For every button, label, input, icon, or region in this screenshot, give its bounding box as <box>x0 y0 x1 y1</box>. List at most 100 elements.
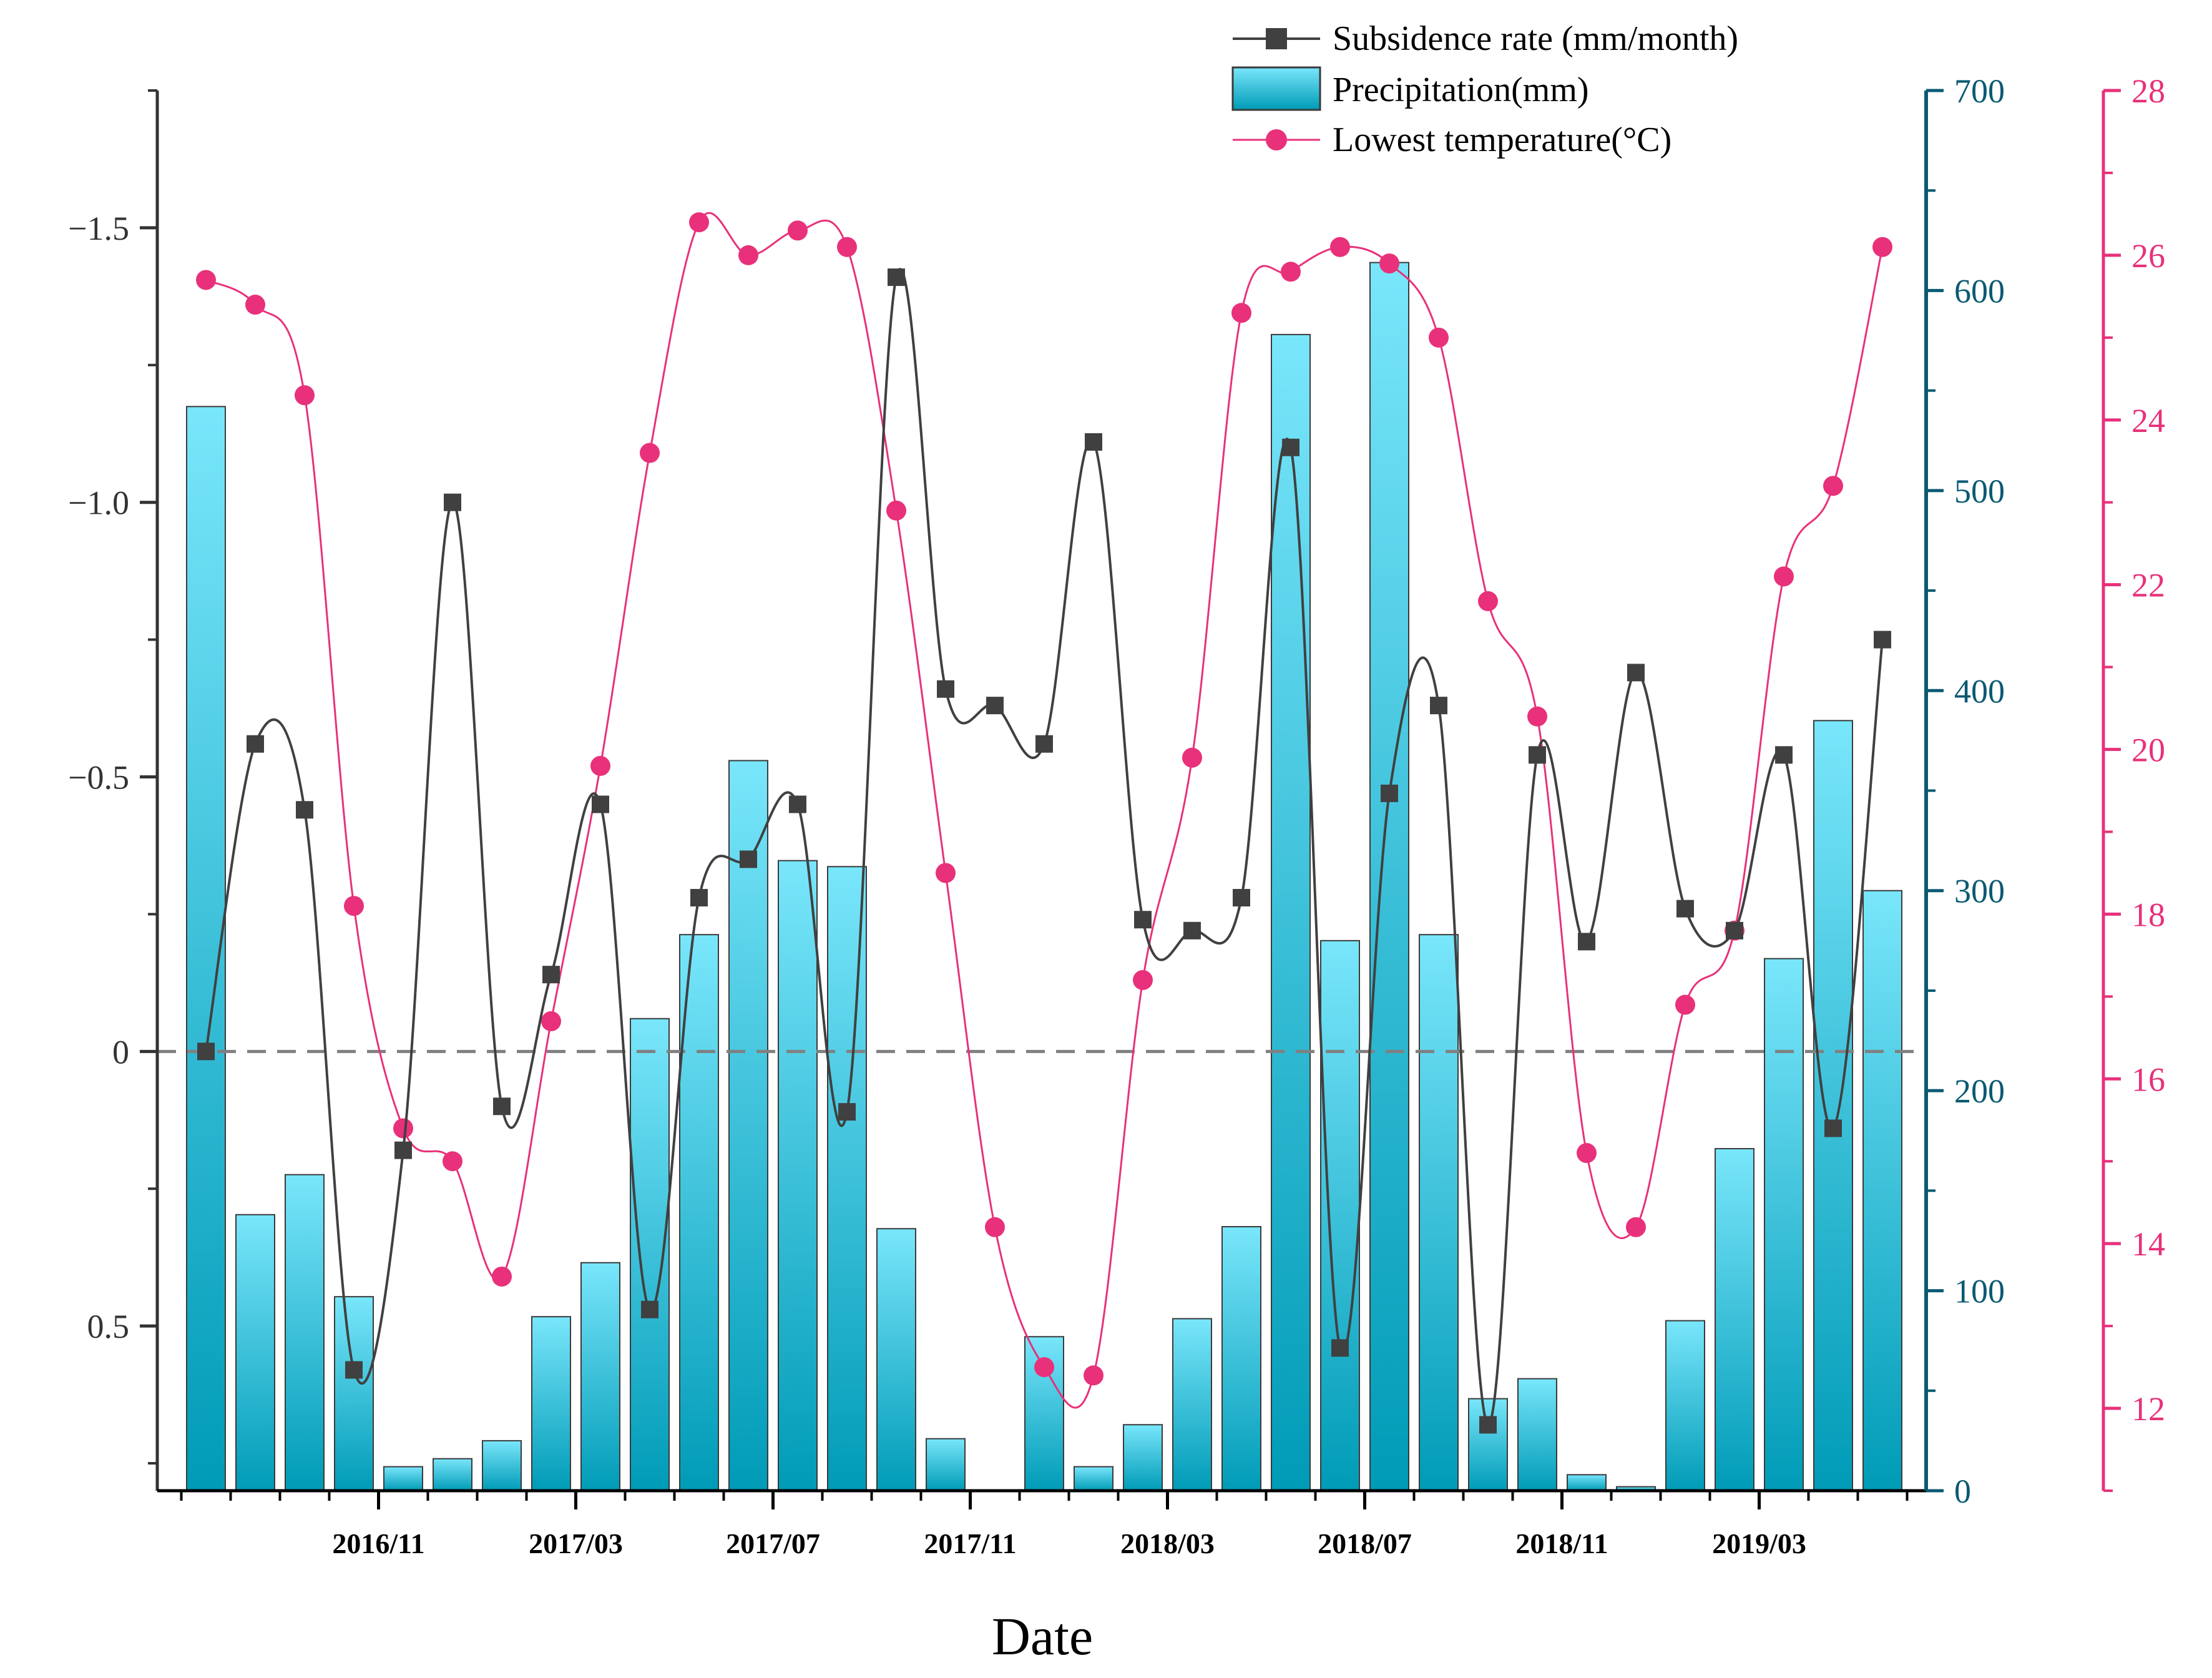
precipitation-bar <box>876 1228 916 1491</box>
temperature-point <box>640 443 660 463</box>
left-axis-tick-label: 0.5 <box>87 1308 130 1345</box>
temperature-axis-tick-label: 28 <box>2131 72 2165 110</box>
subsidence-point <box>444 493 461 511</box>
legend-item-temperature: Lowest temperature(°C) <box>1233 120 1671 159</box>
temperature-axis-tick-label: 12 <box>2131 1390 2165 1428</box>
x-axis-tick-label: 2017/11 <box>924 1528 1016 1559</box>
subsidence-series <box>197 268 1891 1434</box>
legend-item-subsidence: Subsidence rate (mm/month) <box>1233 19 1738 58</box>
x-axis-tick-label: 2018/03 <box>1120 1528 1215 1559</box>
precipitation-bar <box>1665 1320 1705 1492</box>
precipitation-bar <box>1419 934 1459 1492</box>
subsidence-point <box>1430 697 1447 715</box>
precipitation-bar <box>1517 1378 1557 1492</box>
temperature-point <box>196 270 216 290</box>
precipitation-bar <box>1024 1336 1064 1492</box>
precipitation-bar <box>580 1262 620 1491</box>
precipitation-bar <box>285 1174 325 1492</box>
subsidence-point <box>1824 1119 1842 1137</box>
subsidence-point <box>1233 889 1250 907</box>
temperature-point <box>1478 591 1498 612</box>
temperature-point <box>1182 747 1202 768</box>
subsidence-point <box>937 680 954 698</box>
subsidence-point <box>1035 735 1053 753</box>
temperature-point <box>788 220 808 241</box>
temperature-point <box>344 896 364 916</box>
subsidence-point <box>1529 746 1546 764</box>
temperature-point <box>1084 1365 1104 1386</box>
subsidence-point <box>1676 900 1694 918</box>
x-axis-tick-label: 2019/03 <box>1712 1528 1806 1559</box>
precipitation-axis-tick-label: 300 <box>1954 873 2005 910</box>
subsidence-point <box>789 795 806 813</box>
subsidence-point <box>493 1097 511 1116</box>
temperature-axis-tick-label: 24 <box>2131 402 2165 439</box>
legend-marker-subsidence <box>1266 28 1287 49</box>
legend-marker-temperature <box>1266 129 1287 150</box>
temperature-series <box>196 212 1892 1409</box>
temperature-point <box>1872 237 1892 257</box>
temperature-axis-tick-label: 22 <box>2131 567 2165 604</box>
temperature-point <box>837 237 857 257</box>
subsidence-point <box>1726 921 1743 940</box>
subsidence-point <box>690 889 708 907</box>
temperature-point <box>245 295 265 315</box>
precipitation-bar <box>1764 958 1804 1492</box>
temperature-point <box>393 1118 413 1139</box>
subsidence-point <box>1479 1416 1497 1434</box>
subsidence-point <box>740 850 757 868</box>
precipitation-axis-tick-label: 100 <box>1954 1273 2005 1310</box>
subsidence-point <box>1775 746 1793 764</box>
precipitation-axis-tick-label: 500 <box>1954 473 2005 510</box>
subsidence-point <box>888 268 905 287</box>
precipitation-bar <box>1221 1226 1261 1492</box>
precipitation-bar <box>531 1316 571 1491</box>
temperature-point <box>1281 262 1301 282</box>
temperature-point <box>492 1266 512 1287</box>
precipitation-bar <box>679 934 719 1492</box>
subsidence-point <box>641 1300 658 1318</box>
precipitation-bar <box>1320 940 1360 1491</box>
precipitation-bar <box>1862 890 1902 1491</box>
precipitation-bar <box>1715 1148 1754 1491</box>
precipitation-bar <box>235 1214 275 1492</box>
x-axis-tick-label: 2017/07 <box>726 1528 820 1559</box>
precipitation-bar <box>334 1296 374 1492</box>
precipitation-axis-tick-label: 200 <box>1954 1072 2005 1110</box>
x-axis-tick-label: 2018/07 <box>1318 1528 1412 1559</box>
temperature-point <box>1429 327 1449 348</box>
temperature-point <box>1330 237 1350 257</box>
legend-item-precipitation: Precipitation(mm) <box>1231 66 1589 111</box>
precipitation-bar <box>482 1440 522 1491</box>
temperature-axis-tick-label: 14 <box>2131 1225 2165 1263</box>
temperature-point <box>936 863 956 883</box>
temperature-point <box>541 1011 561 1031</box>
precipitation-bar <box>1271 333 1311 1491</box>
temperature-point <box>1527 706 1547 727</box>
precipitation-axis-tick-label: 600 <box>1954 272 2005 310</box>
x-axis-tick-label: 2018/11 <box>1515 1528 1608 1559</box>
temperature-point <box>1133 969 1153 990</box>
precipitation-bar <box>383 1466 423 1492</box>
left-axis-tick-label: 0 <box>112 1033 129 1071</box>
temperature-axis-tick-label: 16 <box>2131 1061 2165 1098</box>
precipitation-bar <box>1468 1398 1508 1491</box>
subsidence-point <box>197 1043 215 1061</box>
left-axis-tick-label: −1.0 <box>68 484 129 522</box>
temperature-point <box>738 245 758 265</box>
subsidence-point <box>247 735 264 753</box>
legend-swatch-precipitation <box>1231 66 1321 111</box>
precipitation-bar <box>1567 1474 1607 1492</box>
legend-label-precipitation: Precipitation(mm) <box>1333 71 1589 109</box>
temperature-point <box>1577 1143 1597 1164</box>
precipitation-bar <box>1369 262 1409 1491</box>
subsidence-point <box>296 801 313 819</box>
temperature-point <box>1231 303 1251 323</box>
subsidence-point <box>1578 933 1595 951</box>
precipitation-bar <box>1123 1424 1163 1491</box>
precipitation-bar <box>1074 1466 1113 1492</box>
precipitation-bar <box>728 760 768 1491</box>
temperature-axis-tick-label: 20 <box>2131 732 2165 769</box>
temperature-point <box>1626 1217 1646 1237</box>
